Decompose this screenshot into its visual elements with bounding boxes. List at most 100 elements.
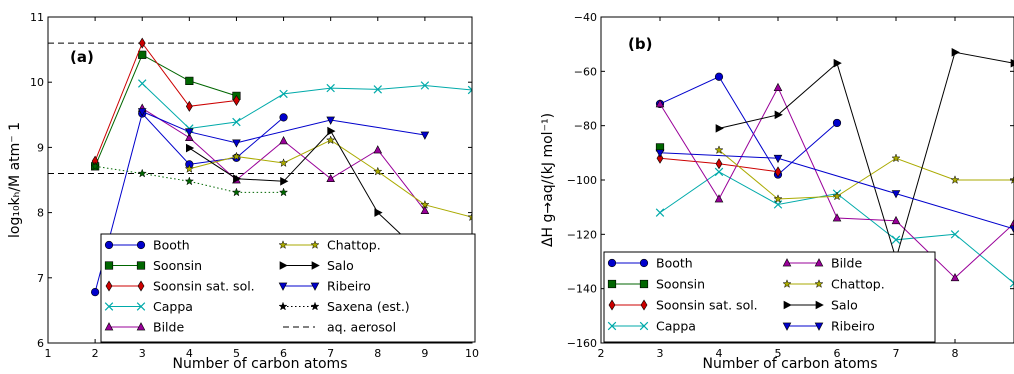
legend-label: Soonsin bbox=[153, 258, 202, 273]
legend-label: Cappa bbox=[656, 319, 696, 334]
legend-marker bbox=[814, 322, 824, 331]
legend-label: Salo bbox=[327, 258, 354, 273]
legend-marker bbox=[814, 258, 824, 267]
y-tick-label: 6 bbox=[37, 337, 44, 350]
legend-item-ribeiro: Ribeiro bbox=[278, 279, 371, 294]
x-tick-label: 8 bbox=[952, 347, 959, 360]
legend-marker bbox=[104, 240, 114, 250]
point-ribeiro-0 bbox=[655, 149, 665, 158]
point-cappa-6 bbox=[1009, 279, 1014, 288]
x-tick-label: 3 bbox=[657, 347, 664, 360]
legend-item-ribeiro: Ribeiro bbox=[782, 319, 875, 334]
point-chattop-4 bbox=[950, 175, 960, 184]
x-tick-label: 2 bbox=[598, 347, 605, 360]
legend-item-bilde: Bilde bbox=[104, 320, 184, 335]
legend-label: Saxena (est.) bbox=[327, 299, 410, 314]
point-ribeiro-2 bbox=[891, 190, 901, 199]
x-tick-label: 7 bbox=[893, 347, 900, 360]
legend-marker bbox=[136, 322, 146, 331]
legend-item-bilde: Bilde bbox=[782, 256, 862, 271]
point-salo-3 bbox=[327, 126, 336, 136]
point-cappa-4 bbox=[326, 83, 335, 93]
point-saxena-est-4 bbox=[278, 187, 289, 197]
x-tick-label: 2 bbox=[92, 347, 99, 360]
legend-item-cappa: Cappa bbox=[104, 299, 193, 314]
point-chattop-6 bbox=[467, 212, 472, 222]
x-tick-label: 5 bbox=[233, 347, 240, 360]
panel-label: (b) bbox=[628, 35, 652, 53]
legend-marker bbox=[607, 321, 617, 331]
point-bilde-5 bbox=[373, 145, 383, 154]
x-tick-label: 7 bbox=[327, 347, 334, 360]
legend-marker bbox=[136, 302, 146, 311]
legend-item-soonsin-sat-sol: Soonsin sat. sol. bbox=[105, 279, 255, 294]
legend-marker bbox=[639, 258, 649, 268]
point-chattop-2 bbox=[832, 191, 842, 201]
series-line-soonsin-sat-sol bbox=[94, 42, 237, 162]
point-chattop-2 bbox=[278, 158, 289, 168]
legend-item-salo: Salo bbox=[783, 298, 858, 313]
legend-item-booth: Booth bbox=[607, 256, 693, 271]
legend-item-soonsin-sat-sol: Soonsin sat. sol. bbox=[608, 298, 758, 313]
point-cappa-5 bbox=[950, 230, 960, 239]
legend-marker bbox=[311, 261, 320, 270]
point-chattop-0 bbox=[714, 145, 724, 155]
point-salo-0 bbox=[185, 143, 195, 153]
legend-marker bbox=[783, 300, 792, 310]
legend-marker bbox=[104, 302, 114, 311]
legend-marker bbox=[639, 279, 649, 289]
point-soonsin-sat-sol-0 bbox=[656, 152, 664, 164]
legend-label: Soonsin sat. sol. bbox=[153, 279, 255, 294]
point-soonsin-sat-sol-2 bbox=[185, 100, 193, 112]
point-ribeiro-4 bbox=[420, 131, 430, 140]
point-soonsin-1 bbox=[138, 50, 147, 59]
y-tick-label: −120 bbox=[567, 228, 597, 241]
x-axis-label: Number of carbon atoms bbox=[172, 356, 347, 372]
legend-marker bbox=[136, 261, 146, 270]
series-line-salo bbox=[718, 51, 1014, 261]
legend-marker bbox=[310, 301, 320, 311]
point-ribeiro-1 bbox=[185, 128, 194, 137]
x-tick-label: 8 bbox=[374, 347, 381, 360]
legend-marker bbox=[105, 280, 113, 292]
y-tick-label: −60 bbox=[574, 65, 597, 78]
legend-label: Ribeiro bbox=[327, 279, 371, 294]
x-tick-label: 4 bbox=[716, 347, 723, 360]
panel-a: 1 2 3 4 5 6 7 8 9 10 6 7 8 9 10 11 (a) Number of carbon a… bbox=[7, 11, 479, 372]
series-line-ribeiro bbox=[659, 152, 1014, 230]
point-bilde-2 bbox=[773, 82, 783, 91]
legend-label: Booth bbox=[153, 238, 190, 253]
legend-label: Cappa bbox=[153, 299, 193, 314]
point-booth-3 bbox=[832, 118, 842, 128]
point-ribeiro-3 bbox=[1009, 225, 1014, 234]
point-bilde-6 bbox=[420, 205, 430, 214]
panel-label: (a) bbox=[70, 48, 94, 66]
legend-box bbox=[100, 233, 476, 343]
y-axis-label: log₁₀kₕ/M atm⁻ 1 bbox=[7, 122, 23, 238]
x-tick-label: 10 bbox=[465, 347, 479, 360]
legend-item-chattop: Chattop. bbox=[782, 277, 885, 292]
point-salo-1 bbox=[774, 110, 783, 120]
legend-box bbox=[603, 251, 936, 343]
point-cappa-6 bbox=[420, 81, 430, 90]
legend-marker bbox=[782, 258, 792, 267]
y-axis-label: ΔH g→aq/(kJ mol⁻¹) bbox=[540, 113, 556, 247]
x-tick-label: 6 bbox=[834, 347, 841, 360]
point-cappa-2 bbox=[232, 117, 241, 127]
point-booth-1 bbox=[714, 72, 724, 81]
point-ribeiro-2 bbox=[232, 139, 241, 148]
point-cappa-7 bbox=[467, 85, 472, 95]
point-bilde-1 bbox=[714, 194, 724, 203]
legend: Booth Soonsin Soonsin sat. sol. Cappa Bilde C… bbox=[603, 251, 936, 343]
point-bilde-3 bbox=[832, 213, 842, 222]
point-bilde-5 bbox=[950, 272, 960, 282]
legend-label: Ribeiro bbox=[831, 319, 875, 334]
x-tick-label: 4 bbox=[186, 347, 193, 360]
point-chattop-3 bbox=[891, 153, 901, 163]
legend-marker bbox=[104, 322, 114, 331]
series-line-soonsin bbox=[94, 54, 237, 167]
point-saxena-est-3 bbox=[231, 187, 242, 197]
legend-label: Bilde bbox=[153, 320, 184, 335]
legend-marker bbox=[782, 279, 792, 288]
x-tick-label: 9 bbox=[421, 347, 428, 360]
